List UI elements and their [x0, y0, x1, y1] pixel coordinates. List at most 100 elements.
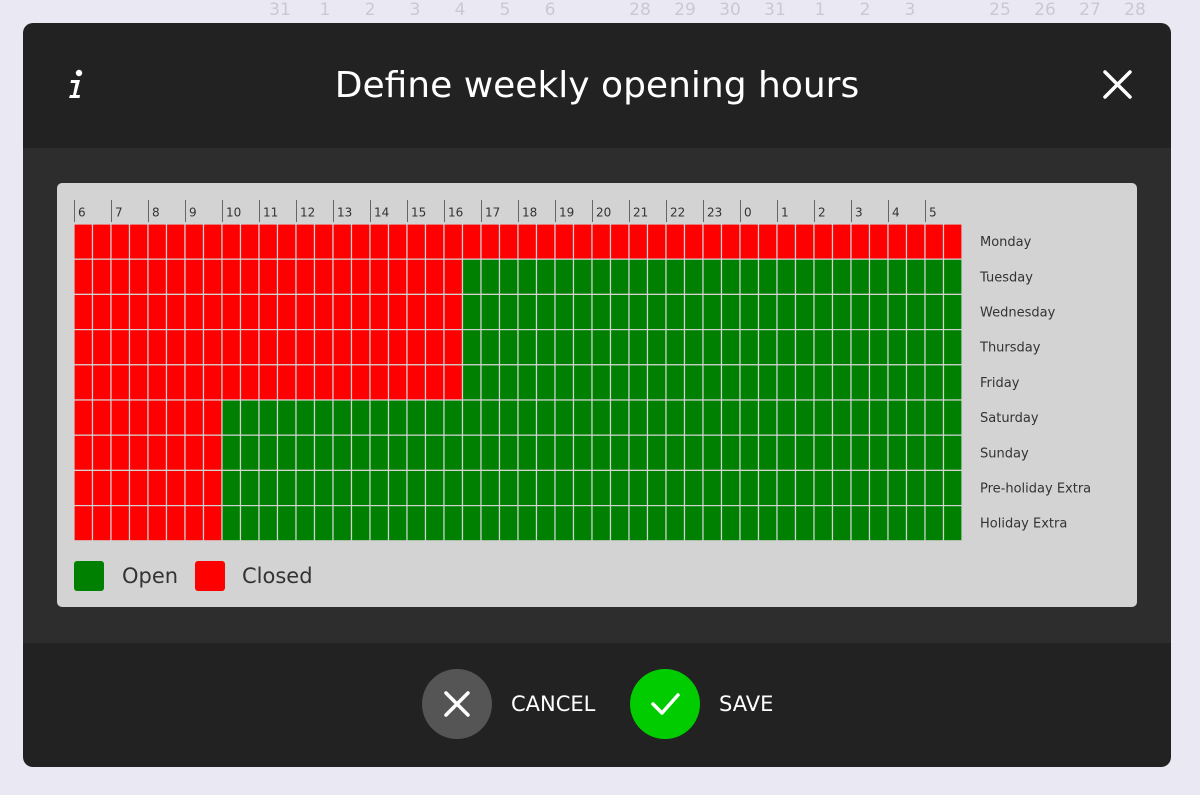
time-slot[interactable]: [239, 293, 260, 331]
time-slot[interactable]: [221, 399, 242, 436]
time-slot[interactable]: [757, 293, 778, 331]
time-slot[interactable]: [369, 329, 390, 366]
time-slot[interactable]: [128, 505, 149, 542]
time-slot[interactable]: [609, 293, 630, 331]
time-slot[interactable]: [91, 223, 112, 260]
time-slot[interactable]: [831, 223, 852, 260]
time-slot[interactable]: [739, 329, 760, 366]
time-slot[interactable]: [757, 364, 778, 401]
time-slot[interactable]: [369, 505, 390, 542]
time-slot[interactable]: [757, 434, 778, 472]
time-slot[interactable]: [665, 434, 686, 472]
time-slot[interactable]: [239, 434, 260, 472]
schedule-grid[interactable]: 6 7 8 9 10 11 12 13 14 15 16 17 18 19 20 21 22 23 0 1 2 3 4 5Mo…: [73, 200, 1091, 542]
time-slot[interactable]: [887, 364, 908, 401]
time-slot[interactable]: [406, 505, 427, 542]
time-slot[interactable]: [831, 364, 852, 401]
time-slot[interactable]: [128, 364, 149, 401]
time-slot[interactable]: [369, 399, 390, 436]
time-slot[interactable]: [387, 329, 408, 366]
time-slot[interactable]: [461, 399, 482, 436]
time-slot[interactable]: [776, 505, 797, 542]
time-slot[interactable]: [202, 223, 223, 260]
time-slot[interactable]: [887, 223, 908, 260]
time-slot[interactable]: [276, 364, 297, 401]
time-slot[interactable]: [591, 293, 612, 331]
time-slot[interactable]: [295, 364, 316, 401]
time-slot[interactable]: [628, 469, 649, 507]
time-slot[interactable]: [554, 469, 575, 507]
time-slot[interactable]: [258, 399, 279, 436]
time-slot[interactable]: [498, 505, 519, 542]
time-slot[interactable]: [239, 469, 260, 507]
time-slot[interactable]: [776, 258, 797, 296]
time-slot[interactable]: [517, 223, 538, 260]
time-slot[interactable]: [480, 329, 501, 366]
time-slot[interactable]: [831, 469, 852, 507]
time-slot[interactable]: [683, 399, 704, 436]
time-slot[interactable]: [628, 505, 649, 542]
time-slot[interactable]: [517, 293, 538, 331]
time-slot[interactable]: [91, 505, 112, 542]
time-slot[interactable]: [128, 329, 149, 366]
time-slot[interactable]: [424, 258, 445, 296]
time-slot[interactable]: [350, 399, 371, 436]
time-slot[interactable]: [406, 399, 427, 436]
time-slot[interactable]: [387, 434, 408, 472]
time-slot[interactable]: [295, 469, 316, 507]
time-slot[interactable]: [91, 399, 112, 436]
time-slot[interactable]: [350, 505, 371, 542]
time-slot[interactable]: [517, 469, 538, 507]
time-slot[interactable]: [572, 293, 593, 331]
time-slot[interactable]: [757, 399, 778, 436]
time-slot[interactable]: [720, 505, 741, 542]
time-slot[interactable]: [202, 293, 223, 331]
time-slot[interactable]: [332, 469, 353, 507]
time-slot[interactable]: [646, 258, 667, 296]
time-slot[interactable]: [350, 469, 371, 507]
time-slot[interactable]: [572, 329, 593, 366]
time-slot[interactable]: [480, 434, 501, 472]
time-slot[interactable]: [147, 223, 168, 260]
time-slot[interactable]: [369, 364, 390, 401]
time-slot[interactable]: [665, 223, 686, 260]
time-slot[interactable]: [739, 364, 760, 401]
time-slot[interactable]: [535, 399, 556, 436]
time-slot[interactable]: [184, 399, 205, 436]
time-slot[interactable]: [739, 434, 760, 472]
time-slot[interactable]: [202, 399, 223, 436]
time-slot[interactable]: [702, 469, 723, 507]
time-slot[interactable]: [91, 364, 112, 401]
time-slot[interactable]: [887, 329, 908, 366]
time-slot[interactable]: [720, 364, 741, 401]
time-slot[interactable]: [498, 469, 519, 507]
time-slot[interactable]: [702, 329, 723, 366]
time-slot[interactable]: [443, 329, 464, 366]
time-slot[interactable]: [794, 258, 815, 296]
time-slot[interactable]: [702, 293, 723, 331]
time-slot[interactable]: [868, 364, 889, 401]
time-slot[interactable]: [924, 505, 945, 542]
time-slot[interactable]: [757, 505, 778, 542]
time-slot[interactable]: [276, 223, 297, 260]
time-slot[interactable]: [443, 505, 464, 542]
time-slot[interactable]: [794, 469, 815, 507]
time-slot[interactable]: [239, 258, 260, 296]
time-slot[interactable]: [443, 364, 464, 401]
time-slot[interactable]: [887, 434, 908, 472]
time-slot[interactable]: [369, 469, 390, 507]
time-slot[interactable]: [535, 505, 556, 542]
time-slot[interactable]: [221, 364, 242, 401]
time-slot[interactable]: [702, 258, 723, 296]
time-slot[interactable]: [128, 293, 149, 331]
time-slot[interactable]: [905, 434, 926, 472]
time-slot[interactable]: [646, 399, 667, 436]
time-slot[interactable]: [720, 258, 741, 296]
time-slot[interactable]: [295, 399, 316, 436]
time-slot[interactable]: [628, 329, 649, 366]
time-slot[interactable]: [313, 364, 334, 401]
time-slot[interactable]: [757, 329, 778, 366]
time-slot[interactable]: [443, 223, 464, 260]
time-slot[interactable]: [517, 505, 538, 542]
time-slot[interactable]: [905, 399, 926, 436]
